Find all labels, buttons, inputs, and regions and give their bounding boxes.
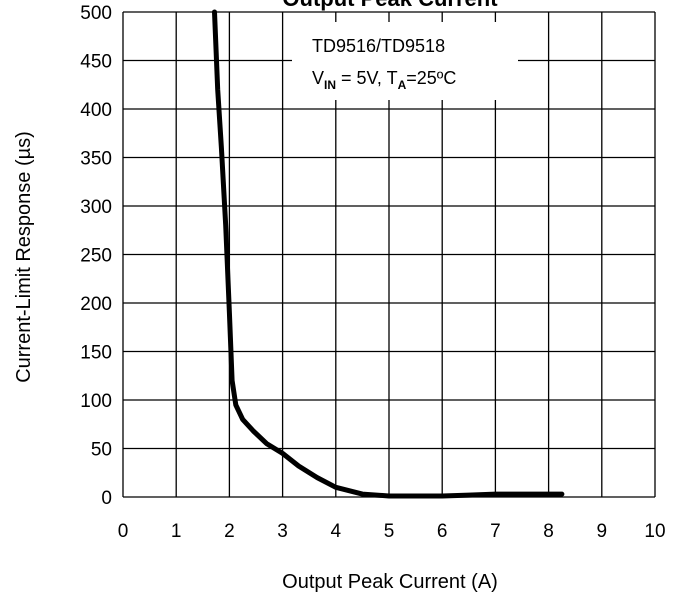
x-tick-label: 5 — [384, 521, 395, 542]
x-tick-label: 4 — [331, 521, 342, 542]
x-axis-title: Output Peak Current (A) — [282, 571, 498, 593]
x-tick-label: 0 — [118, 521, 129, 542]
x-tick-label: 6 — [437, 521, 448, 542]
annotation-box — [292, 22, 518, 100]
annotation-line2: VIN = 5V, TA=25ºC — [312, 68, 456, 92]
y-tick-label: 150 — [80, 343, 112, 364]
x-tick-label: 2 — [224, 521, 235, 542]
annotation: TD9516/TD9518 VIN = 5V, TA=25ºC — [292, 22, 518, 100]
y-tick-label: 400 — [80, 100, 112, 121]
y-tick-label: 450 — [80, 52, 112, 73]
series-line — [212, 9, 565, 499]
y-tick-label: 0 — [101, 488, 112, 509]
y-axis-title: Current-Limit Response (µs) — [13, 131, 35, 383]
x-tick-label: 3 — [277, 521, 288, 542]
x-tick-label: 7 — [490, 521, 501, 542]
x-tick-label: 9 — [597, 521, 608, 542]
chart-title: Output Peak Current — [282, 0, 498, 11]
x-tick-label: 1 — [171, 521, 182, 542]
x-tick-label: 10 — [644, 521, 665, 542]
annotation-line1: TD9516/TD9518 — [312, 36, 445, 56]
y-tick-label: 50 — [91, 440, 112, 461]
x-tick-label: 8 — [543, 521, 554, 542]
y-tick-label: 500 — [80, 3, 112, 24]
y-tick-label: 250 — [80, 246, 112, 267]
series-layer — [212, 9, 565, 499]
y-tick-label: 200 — [80, 294, 112, 315]
tick-labels: 0 1 2 3 4 5 6 7 8 9 100501001502002503003504004505… — [80, 3, 665, 542]
y-tick-label: 350 — [80, 149, 112, 170]
y-tick-label: 100 — [80, 391, 112, 412]
y-tick-label: 300 — [80, 197, 112, 218]
